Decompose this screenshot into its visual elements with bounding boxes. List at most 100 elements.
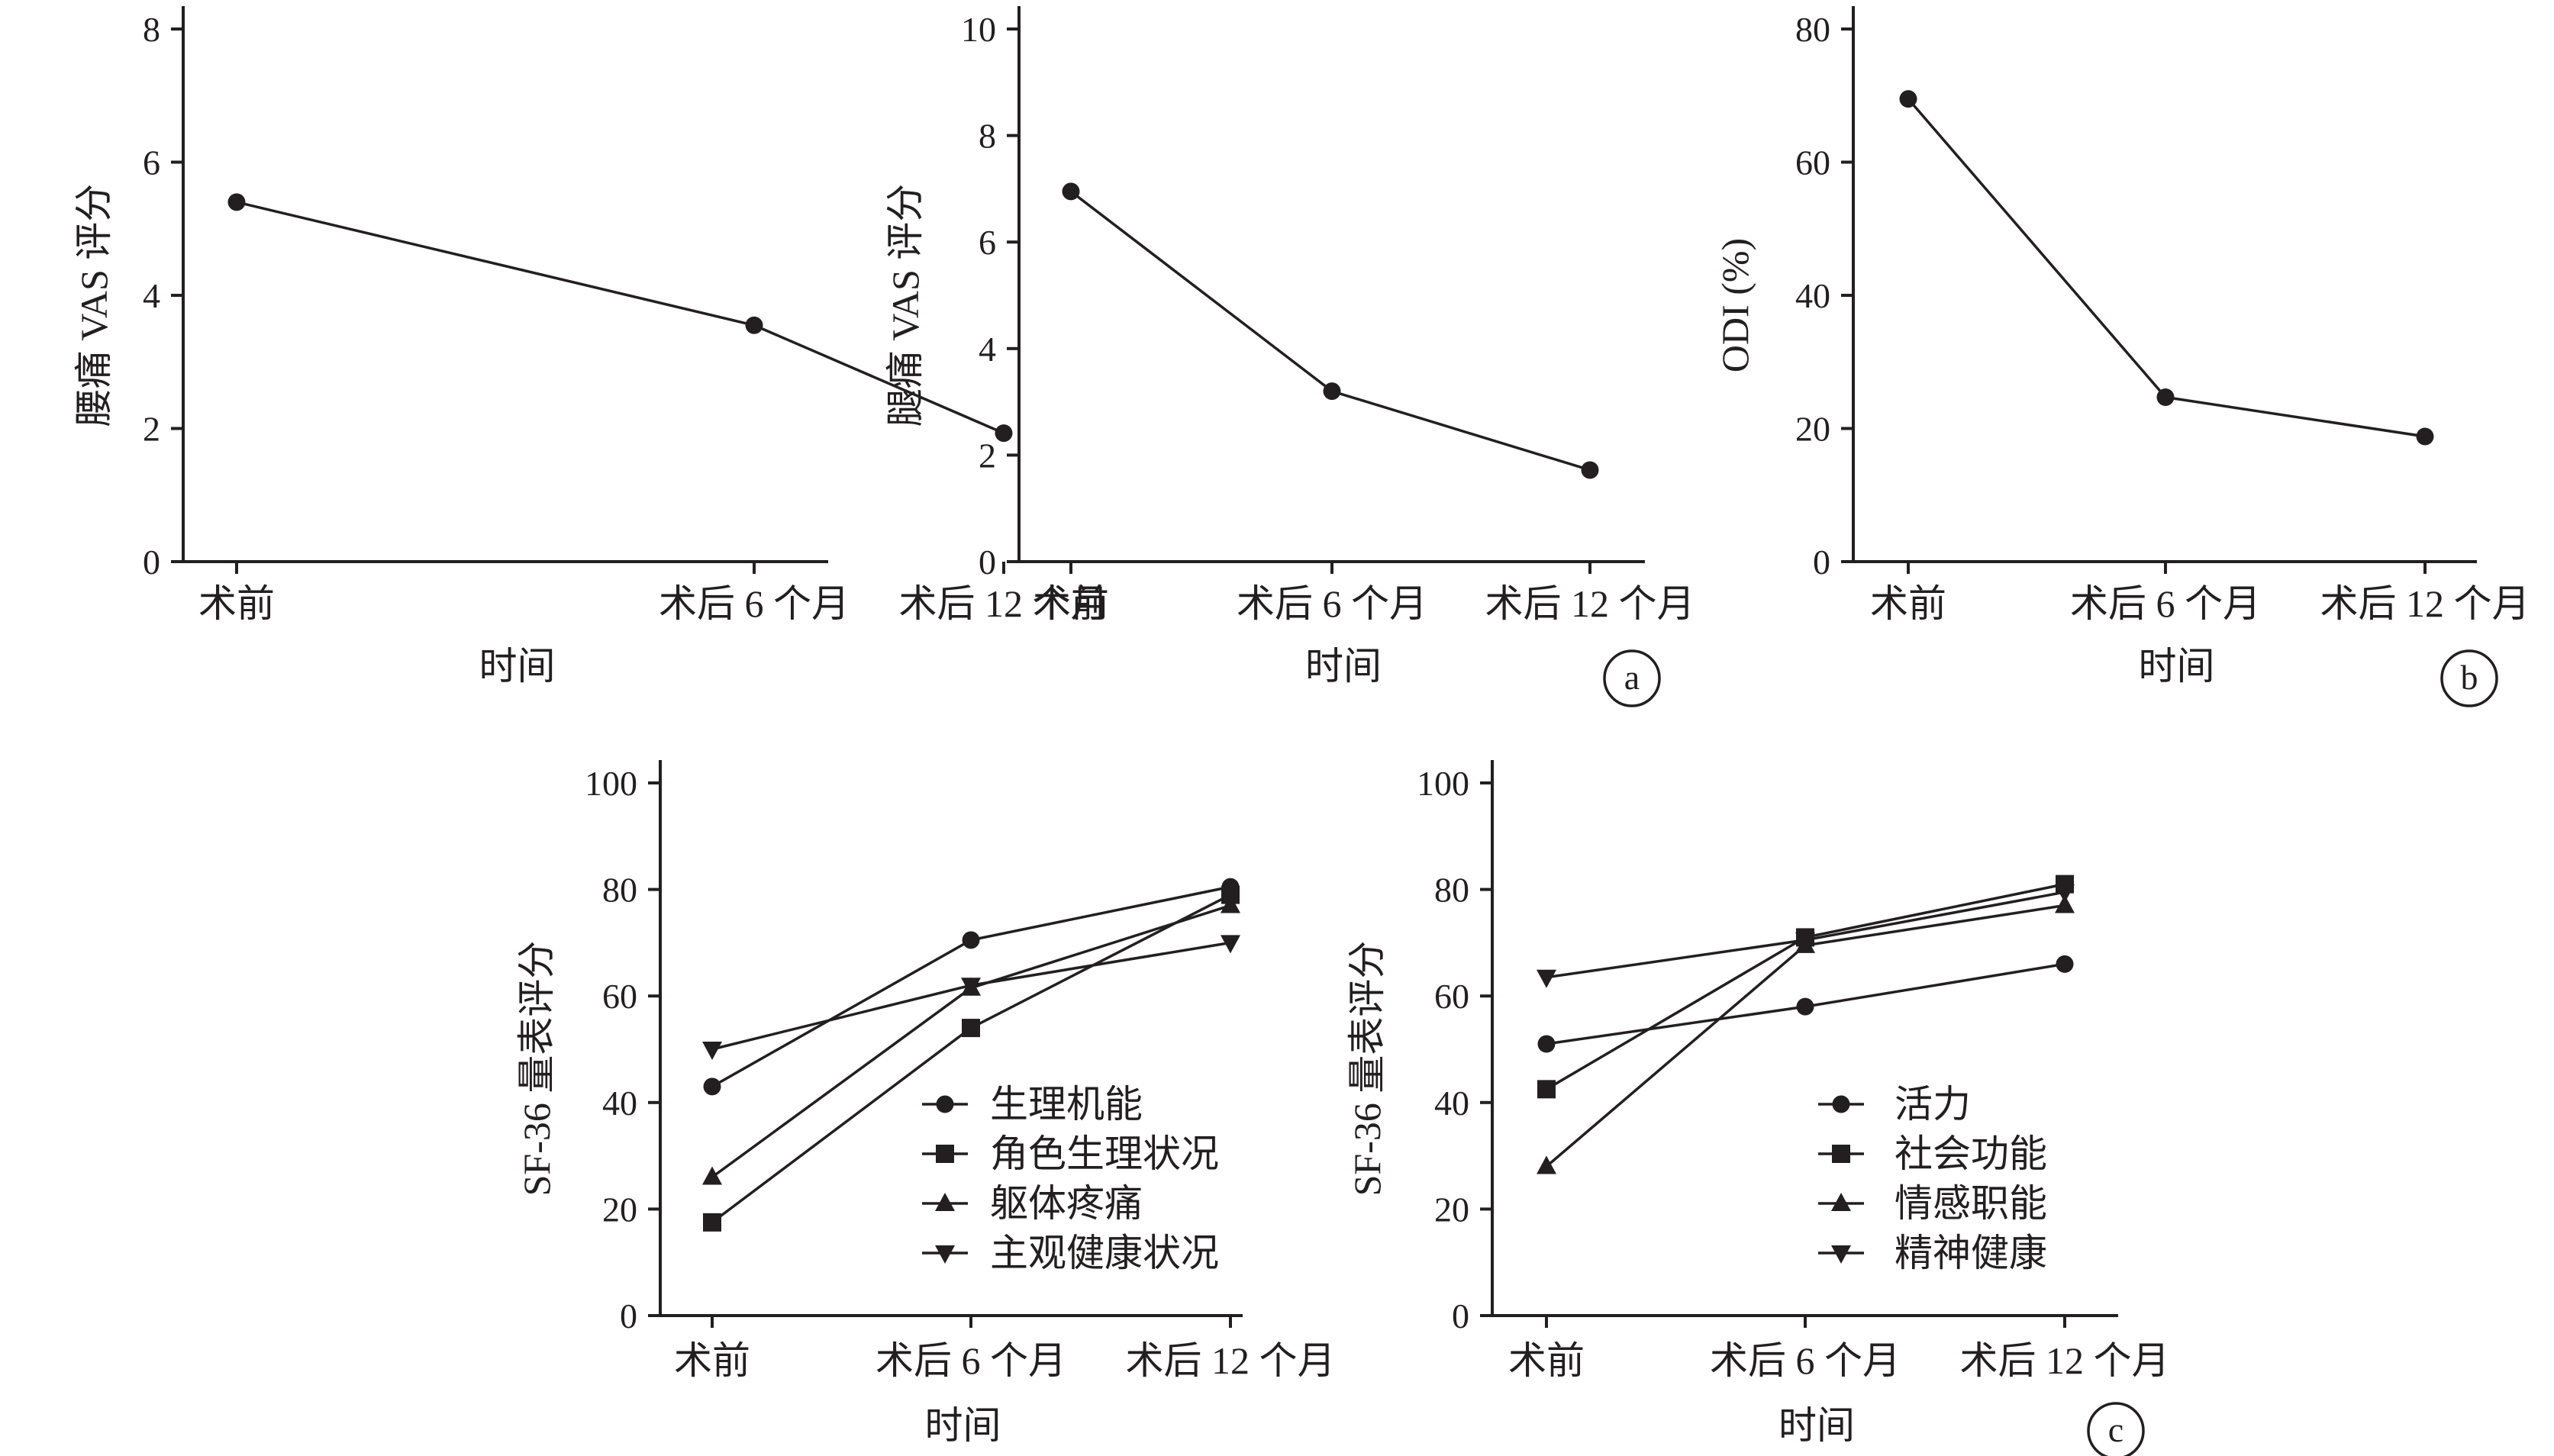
x-category-label: 术后 6 个月 xyxy=(1710,1339,1901,1382)
data-point xyxy=(703,1213,721,1232)
x-category-label: 术后 12 个月 xyxy=(1126,1339,1336,1382)
data-point xyxy=(962,931,980,949)
x-category-label: 术后 12 个月 xyxy=(899,582,1109,625)
legend-marker xyxy=(935,1245,955,1264)
data-point xyxy=(995,424,1013,443)
y-tick-label: 4 xyxy=(979,330,996,369)
x-category-label: 术后 6 个月 xyxy=(659,582,850,625)
data-point xyxy=(1221,935,1240,954)
x-category-label: 术前 xyxy=(198,582,275,625)
data-point xyxy=(1537,969,1556,988)
y-tick-label: 20 xyxy=(1795,410,1830,449)
legend-label: 情感职能 xyxy=(1895,1182,2047,1225)
y-axis-title: ODI (%) xyxy=(1714,238,1756,372)
y-tick-label: 80 xyxy=(602,871,637,910)
y-tick-label: 80 xyxy=(1434,871,1469,910)
data-point xyxy=(2056,955,2074,973)
legend-marker xyxy=(936,1145,954,1163)
legend-marker xyxy=(1832,1145,1850,1163)
x-category-label: 术后 12 个月 xyxy=(1960,1339,2170,1382)
y-tick-label: 6 xyxy=(979,223,996,262)
badge-circle xyxy=(2440,649,2498,707)
data-point xyxy=(702,1042,722,1060)
y-tick-label: 40 xyxy=(602,1084,637,1123)
legend-marker xyxy=(935,1193,955,1211)
y-axis-title: 腰痛 VAS 评分 xyxy=(73,184,115,427)
badge-label: a xyxy=(1624,658,1640,697)
data-point xyxy=(1899,90,1917,108)
legend-label: 躯体疼痛 xyxy=(990,1182,1143,1225)
x-axis-title: 时间 xyxy=(2139,645,2215,688)
legend-marker xyxy=(1832,1095,1850,1113)
x-axis-title: 时间 xyxy=(925,1404,1001,1447)
y-tick-label: 0 xyxy=(1813,543,1830,581)
y-tick-label: 0 xyxy=(620,1297,637,1335)
y-tick-label: 60 xyxy=(1434,977,1469,1016)
data-point xyxy=(961,978,981,997)
legend-label: 精神健康 xyxy=(1895,1232,2047,1274)
legend-label: 生理机能 xyxy=(990,1083,1143,1126)
data-point xyxy=(1581,461,1599,479)
y-tick-label: 0 xyxy=(1452,1297,1469,1335)
data-point xyxy=(1221,894,1240,913)
data-point xyxy=(702,1166,722,1185)
x-category-label: 术后 12 个月 xyxy=(2320,582,2530,625)
data-point xyxy=(1537,1035,1556,1053)
legend-marker xyxy=(1831,1245,1851,1264)
data-point xyxy=(2055,884,2075,904)
y-tick-label: 60 xyxy=(602,977,637,1016)
data-point xyxy=(1795,932,1815,951)
y-tick-label: 2 xyxy=(979,436,996,475)
data-point xyxy=(745,316,763,334)
data-point xyxy=(1062,182,1080,201)
y-tick-label: 60 xyxy=(1795,143,1830,182)
badge-label: b xyxy=(2461,658,2478,697)
legend-label: 主观健康状况 xyxy=(990,1232,1219,1274)
legend-marker xyxy=(1831,1193,1851,1211)
y-tick-label: 0 xyxy=(979,543,996,581)
y-tick-label: 0 xyxy=(143,543,160,581)
x-category-label: 术前 xyxy=(1508,1339,1585,1382)
x-axis-title: 时间 xyxy=(1778,1404,1855,1447)
y-tick-label: 40 xyxy=(1795,276,1830,315)
data-point xyxy=(962,1019,980,1038)
series-line-2 xyxy=(1546,882,2065,1090)
badge-label: c xyxy=(2108,1410,2123,1449)
legend-marker xyxy=(936,1095,954,1113)
y-axis-title: SF-36 量表评分 xyxy=(515,941,558,1197)
y-tick-label: 6 xyxy=(143,143,160,182)
data-point xyxy=(1537,1080,1556,1099)
y-tick-label: 40 xyxy=(1434,1084,1469,1123)
x-category-label: 术前 xyxy=(1033,582,1109,625)
data-point xyxy=(2055,894,2075,913)
x-category-label: 术后 6 个月 xyxy=(876,1339,1066,1382)
panel-badge: a xyxy=(1603,649,1661,707)
data-point xyxy=(703,1078,721,1096)
series-line-1 xyxy=(1069,190,1591,472)
x-axis-title: 时间 xyxy=(479,645,556,688)
x-axis-title: 时间 xyxy=(1305,645,1382,688)
y-tick-label: 20 xyxy=(602,1190,637,1229)
x-category-label: 术前 xyxy=(674,1339,750,1382)
x-category-label: 术后 6 个月 xyxy=(1237,582,1427,625)
y-tick-label: 20 xyxy=(1434,1190,1469,1229)
y-tick-label: 8 xyxy=(979,117,996,156)
data-point xyxy=(2416,427,2434,446)
series-line-1 xyxy=(1907,98,2426,438)
y-tick-label: 8 xyxy=(143,10,160,49)
legend-label: 社会功能 xyxy=(1895,1132,2047,1175)
badge-circle xyxy=(1603,649,1661,707)
y-axis-title: 腿痛 VAS 评分 xyxy=(884,184,927,427)
data-point xyxy=(2156,388,2175,406)
data-point xyxy=(1537,1155,1556,1174)
x-category-label: 术后 6 个月 xyxy=(2070,582,2261,625)
y-tick-label: 2 xyxy=(143,410,160,449)
data-point xyxy=(1323,382,1341,401)
x-category-label: 术后 12 个月 xyxy=(1485,582,1695,625)
